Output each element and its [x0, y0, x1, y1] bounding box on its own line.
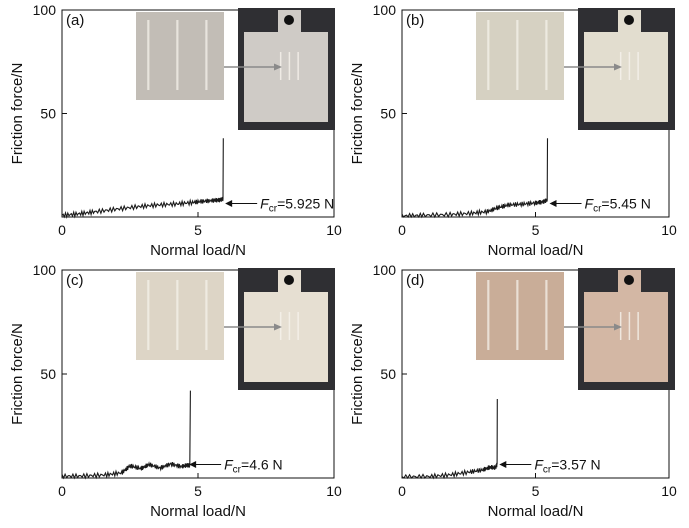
- friction-curve: [401, 138, 549, 219]
- y-tick-label: 100: [33, 2, 57, 18]
- x-tick-label: 10: [661, 222, 677, 238]
- x-tick-label: 0: [398, 483, 406, 499]
- x-axis-label: Normal load/N: [150, 242, 246, 259]
- y-tick-label: 100: [373, 2, 397, 18]
- specimen-plate: [584, 32, 668, 122]
- y-tick-label: 50: [40, 366, 56, 382]
- fcr-arrowhead: [499, 460, 507, 468]
- scratch-closeup-photo: [476, 12, 564, 100]
- x-tick-label: 10: [661, 483, 677, 499]
- specimen-hole: [284, 15, 294, 25]
- scratch-closeup-photo: [136, 272, 224, 360]
- x-tick-label: 0: [398, 222, 406, 238]
- specimen-hole: [624, 15, 634, 25]
- scratch-closeup-photo: [136, 12, 224, 100]
- panel-label: (c): [66, 272, 84, 289]
- y-axis-label: Friction force/N: [9, 323, 26, 425]
- y-tick-label: 50: [40, 106, 56, 122]
- x-tick-label: 5: [532, 222, 540, 238]
- specimen-plate: [244, 32, 328, 122]
- x-tick-label: 5: [532, 483, 540, 499]
- x-tick-label: 0: [58, 483, 66, 499]
- specimen-plate: [244, 292, 328, 382]
- friction-curve: [401, 398, 498, 480]
- y-axis-label: Friction force/N: [349, 63, 366, 165]
- x-axis-label: Normal load/N: [488, 242, 584, 259]
- chart-panel-d: 0 5 10 50 100 Normal load/N Friction force/N (d…: [349, 262, 677, 520]
- x-tick-label: 5: [194, 222, 202, 238]
- inset-link-arrowhead: [614, 323, 622, 331]
- x-tick-label: 5: [194, 483, 202, 499]
- fcr-label: Fcr=5.925 N: [260, 196, 334, 215]
- friction-curve: [61, 390, 191, 480]
- inset-link-arrowhead: [274, 63, 282, 71]
- chart-panel-c: 0 5 10 50 100 Normal load/N Friction force/N (c…: [9, 262, 342, 520]
- inset-link-arrowhead: [274, 323, 282, 331]
- y-tick-label: 100: [373, 262, 397, 278]
- x-tick-label: 10: [326, 222, 342, 238]
- specimen-hole: [284, 275, 294, 285]
- x-tick-label: 10: [326, 483, 342, 499]
- fcr-arrowhead: [189, 460, 197, 468]
- x-axis-label: Normal load/N: [150, 503, 246, 520]
- x-axis-label: Normal load/N: [488, 503, 584, 520]
- y-axis-label: Friction force/N: [349, 323, 366, 425]
- fcr-label: Fcr=3.57 N: [534, 456, 600, 475]
- chart-panel-a: 0 5 10 50 100 Normal load/N Friction force/N (a…: [9, 2, 342, 259]
- inset-link-arrowhead: [614, 63, 622, 71]
- fcr-arrowhead: [225, 200, 233, 208]
- y-axis-label: Friction force/N: [9, 63, 26, 165]
- x-tick-label: 0: [58, 222, 66, 238]
- specimen-hole: [624, 275, 634, 285]
- y-tick-label: 50: [380, 106, 396, 122]
- fcr-label: Fcr=5.45 N: [585, 196, 651, 215]
- y-tick-label: 100: [33, 262, 57, 278]
- panel-label: (a): [66, 12, 84, 29]
- friction-curve: [61, 138, 224, 220]
- specimen-plate: [584, 292, 668, 382]
- panel-label: (d): [406, 272, 424, 289]
- fcr-arrowhead: [549, 200, 557, 208]
- fcr-label: Fcr=4.6 N: [224, 456, 283, 475]
- panel-label: (b): [406, 12, 424, 29]
- scratch-closeup-photo: [476, 272, 564, 360]
- y-tick-label: 50: [380, 366, 396, 382]
- chart-panel-b: 0 5 10 50 100 Normal load/N Friction force/N (b…: [349, 2, 677, 259]
